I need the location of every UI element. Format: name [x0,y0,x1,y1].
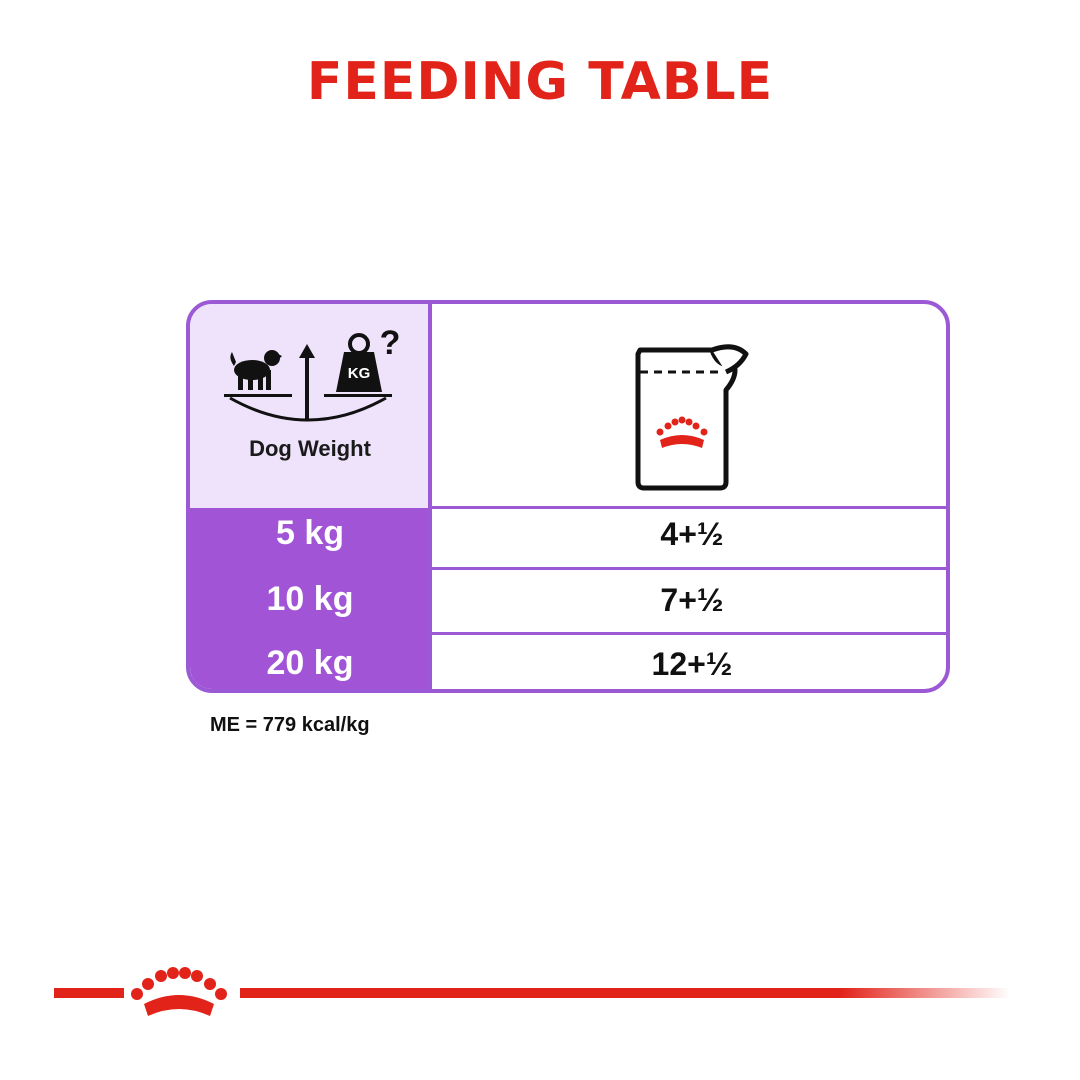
energy-note: ME = 779 kcal/kg [210,714,370,736]
row-divider [430,506,946,509]
row-divider [430,567,946,570]
royal-crown-icon [656,416,708,448]
column-divider [428,304,432,689]
row-amount-5: 4+½ [660,516,724,552]
row-weight-10: 10 kg [266,580,354,618]
footer-line-left [54,988,124,998]
row-weight-20: 20 kg [266,644,354,682]
row-weight-5: 5 kg [275,514,345,552]
scale-badge-text: KG [348,365,371,382]
weight-column [190,508,430,689]
dog-scale-icon: KG ? [224,324,401,422]
question-mark: ? [380,324,401,362]
row-amount-20: 12+½ [651,646,733,682]
royal-crown-icon [131,967,227,1016]
weight-header-cell: KG ? Dog Weight [190,304,430,508]
dog-weight-label: Dog Weight [249,436,371,461]
row-divider [430,632,946,635]
row-amount-10: 7+½ [660,582,724,618]
wet-food-pouch-icon [635,344,749,491]
footer-line-right [240,988,1010,998]
page-title: FEEDING TABLE [306,52,774,112]
feeding-table: KG ? Dog Weight 5 kg 4+½ 10 kg 7+½ 20 kg… [186,300,950,693]
